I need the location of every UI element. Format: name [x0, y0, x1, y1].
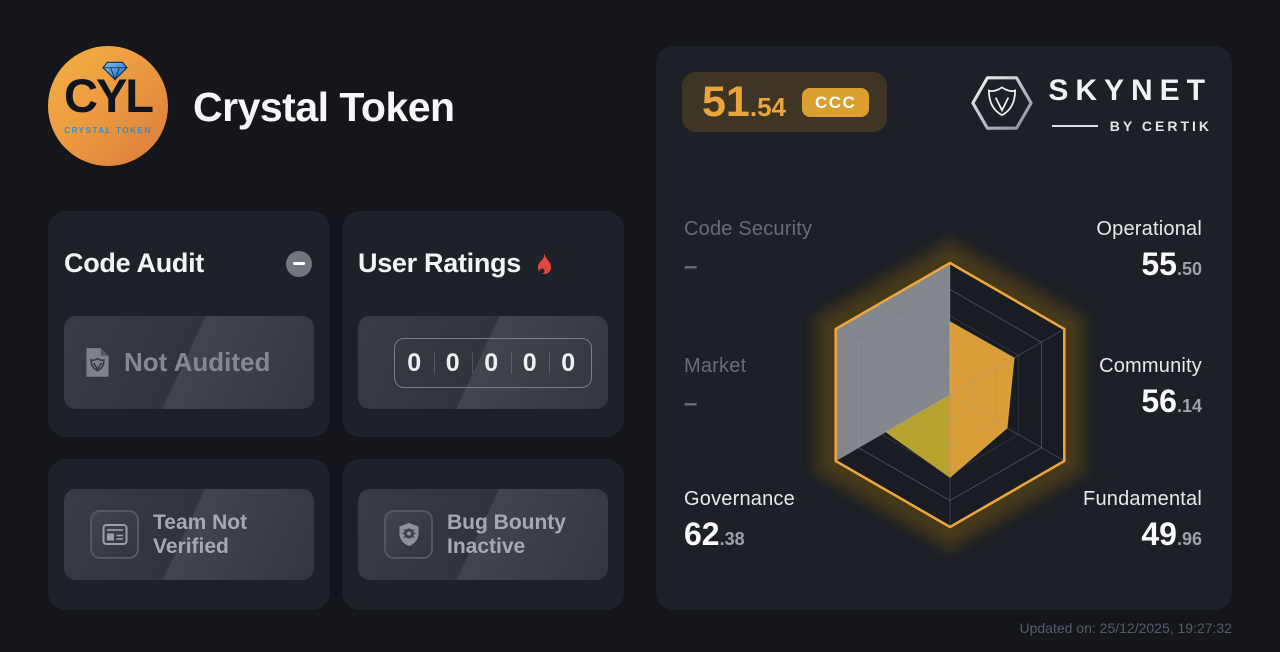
odometer-digit: 0	[433, 339, 473, 387]
skynet-wordmark: SKYNET	[1048, 74, 1212, 107]
odometer-digit: 0	[407, 348, 422, 377]
skynet-brand[interactable]: SKYNET BY CERTIK	[969, 72, 1212, 134]
bug-bounty-status: Bug Bounty Inactive	[447, 510, 566, 558]
security-score: 51 .54	[702, 77, 786, 126]
odometer-digit: 0	[510, 339, 550, 387]
team-verification-card[interactable]: Team Not Verified	[48, 459, 330, 610]
fundamental-value: 49.96	[1141, 516, 1202, 552]
governance-value: 62.38	[684, 516, 745, 552]
page-title: Crystal Token	[193, 84, 455, 130]
community-value: 56.14	[1141, 383, 1202, 419]
code-audit-title: Code Audit	[64, 248, 204, 278]
radar-label-community: Community 56.14	[1099, 355, 1202, 419]
team-status: Team Not Verified	[153, 510, 248, 558]
radar-label-market: Market –	[684, 355, 747, 417]
code-audit-card[interactable]: Code Audit Not Audited	[48, 211, 330, 437]
user-ratings-title: User Ratings	[358, 248, 521, 278]
bug-bounty-status-panel: Bug Bounty Inactive	[358, 489, 608, 580]
odometer-digit: 0	[549, 339, 588, 387]
operational-value: 55.50	[1141, 246, 1202, 282]
updated-timestamp: Updated on: 25/12/2025, 19:27:32	[1019, 620, 1232, 636]
market-value: –	[684, 390, 698, 417]
security-score-badge[interactable]: 51 .54 CCC	[682, 72, 888, 132]
skynet-score-card: 51 .54 CCC SKYNET BY CERTIK	[656, 46, 1232, 610]
score-decimal: .54	[749, 91, 786, 122]
code-security-value: –	[684, 253, 698, 280]
team-status-panel: Team Not Verified	[64, 489, 314, 580]
diamond-icon	[102, 61, 128, 81]
token-logo-symbol: CYL	[64, 69, 154, 122]
radar-label-fundamental: Fundamental 49.96	[1083, 488, 1202, 552]
token-logo: CYL CRYSTAL TOKEN	[48, 46, 168, 166]
id-card-icon	[90, 510, 139, 559]
code-audit-status: Not Audited	[124, 347, 271, 377]
odometer-digit: 0	[472, 339, 511, 387]
skynet-divider-line	[1051, 125, 1098, 127]
code-audit-status-panel: Not Audited	[64, 316, 314, 409]
score-grade-badge: CCC	[802, 87, 870, 117]
score-integer: 51	[702, 77, 750, 126]
token-logo-subtext: CRYSTAL TOKEN	[64, 126, 152, 135]
skynet-by-certik: BY CERTIK	[1109, 118, 1212, 134]
radar-label-code-security: Code Security –	[684, 218, 813, 280]
minus-bar	[293, 262, 305, 265]
ratings-odometer: 0 0 0 0 0	[394, 337, 592, 388]
user-ratings-card[interactable]: User Ratings 0 0 0 0 0	[342, 211, 624, 437]
radar-label-operational: Operational 55.50	[1096, 218, 1202, 282]
minus-badge-icon[interactable]	[286, 250, 312, 277]
skynet-hexagon-shield-icon	[971, 76, 1033, 130]
audit-document-icon	[86, 347, 109, 377]
bug-bounty-shield-icon	[384, 510, 433, 559]
flame-icon	[537, 252, 552, 274]
radar-label-governance: Governance 62.38	[684, 488, 795, 552]
bug-bounty-card[interactable]: Bug Bounty Inactive	[342, 459, 624, 610]
skynet-radar-chart	[812, 237, 1088, 553]
user-ratings-panel: 0 0 0 0 0	[358, 316, 608, 409]
